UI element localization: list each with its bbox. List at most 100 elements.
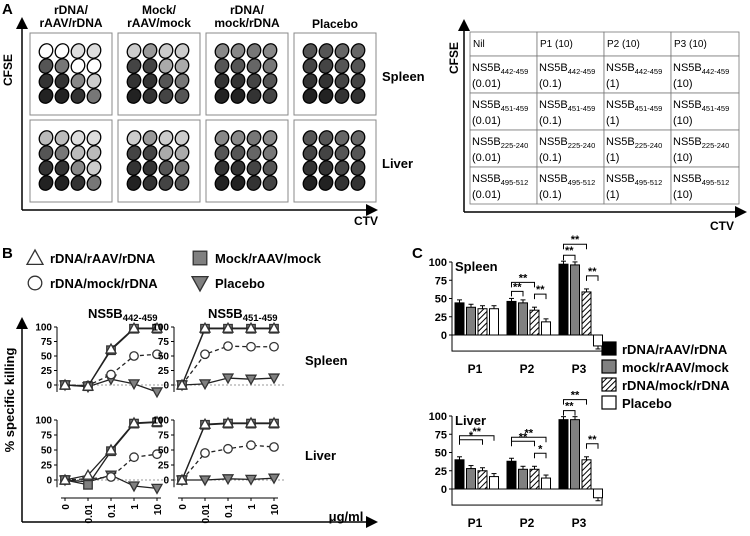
data-point (129, 351, 139, 361)
cell-population (54, 43, 70, 59)
table-cell-concentration: (0.01) (472, 115, 501, 127)
table-cell (536, 92, 605, 131)
y-tick-label: 100 (429, 257, 447, 269)
table-cell-peptide: NS5B442-459 (472, 62, 528, 76)
y-tick-label: 25 (41, 366, 53, 377)
cell-population (214, 145, 230, 161)
table-cell-concentration: (10) (673, 115, 693, 127)
table-cell-peptide: NS5B225-240 (673, 136, 729, 150)
y-tick-label: 0 (441, 330, 447, 342)
peptide-title: NS5B451-459 (208, 306, 278, 324)
data-point (106, 369, 116, 380)
x-axis-label: CTV (354, 214, 378, 228)
significance-bracket (563, 254, 576, 261)
significance-stars: * (469, 430, 474, 442)
y-tick-label: 100 (152, 323, 169, 334)
y-tick-label: 75 (41, 431, 53, 442)
data-point (221, 373, 235, 385)
table-cell-peptide: NS5B442-459 (539, 62, 595, 76)
x-tick-label: 0 (61, 504, 72, 510)
table-cell-peptide: NS5B451-459 (606, 99, 662, 113)
cell-population (38, 43, 54, 59)
cell-population (174, 130, 190, 146)
y-tick-label: 0 (163, 476, 169, 487)
table-cell-concentration: (0.1) (539, 189, 562, 201)
data-point (150, 483, 164, 495)
bottom-box (451, 488, 603, 506)
cell-population (302, 175, 318, 191)
cell-population (38, 73, 54, 89)
table-cell-concentration: (10) (673, 189, 693, 201)
cell-population (142, 43, 158, 59)
cell-population (318, 160, 334, 176)
cell-population (126, 58, 142, 74)
significance-stars: ** (588, 434, 597, 446)
table-y-axis-label: CFSE (447, 42, 461, 74)
significance-stars: ** (571, 234, 580, 246)
legend-label: rDNA/rAAV/rDNA (50, 251, 156, 266)
table-cell-concentration: (0.1) (539, 78, 562, 90)
significance-stars: ** (588, 266, 597, 278)
significance-bracket (586, 275, 599, 281)
cell-population (246, 58, 262, 74)
table-cell-peptide: NS5B495-512 (673, 173, 729, 187)
data-point (244, 474, 258, 486)
legend-label: Placebo (622, 396, 672, 411)
cell-population (334, 88, 350, 104)
cell-population (214, 43, 230, 59)
significance-bracket (511, 436, 547, 443)
x-axis-label: μg/ml (329, 509, 364, 524)
significance-stars: ** (565, 245, 574, 257)
y-tick-label: 75 (158, 431, 170, 442)
data-point (127, 416, 141, 428)
y-tick-label: 25 (158, 366, 170, 377)
y-tick-label: 75 (435, 429, 447, 441)
table-cell-text: Nil (473, 39, 485, 50)
table-cell-peptide: NS5B225-240 (472, 136, 528, 150)
y-tick-label: 0 (441, 484, 447, 496)
x-tick-label: 0.1 (107, 504, 118, 518)
cell-population (158, 88, 174, 104)
bar (489, 308, 499, 336)
table-cell (469, 31, 538, 57)
cell-population (126, 73, 142, 89)
cell-population (142, 130, 158, 146)
table-cell-peptide: NS5B451-459 (539, 99, 595, 113)
data-point (244, 374, 258, 386)
cell-population (158, 73, 174, 89)
bar (518, 468, 528, 490)
cell-population (126, 145, 142, 161)
data-point (58, 473, 72, 485)
cell-population (214, 175, 230, 191)
cell-population (246, 88, 262, 104)
data-point (127, 379, 141, 391)
x-tick-label: 0 (178, 504, 189, 510)
cell-population (246, 43, 262, 59)
cell-population (38, 58, 54, 74)
data-point (83, 479, 93, 490)
bar (570, 419, 580, 490)
cell-population (302, 130, 318, 146)
cell-population (174, 88, 190, 104)
cell-population (230, 145, 246, 161)
cell-population (54, 88, 70, 104)
cell-population (318, 88, 334, 104)
data-point (200, 349, 210, 360)
data-point (127, 481, 141, 493)
y-tick-label: 50 (435, 448, 447, 460)
data-point (267, 321, 281, 333)
cell-population (142, 175, 158, 191)
cell-population (70, 73, 86, 89)
table-cell (603, 55, 672, 94)
bar (454, 302, 465, 336)
cell-population (262, 175, 278, 191)
x-tick-label: 1 (247, 504, 258, 510)
table-cell-concentration: (10) (673, 78, 693, 90)
data-point (104, 443, 118, 455)
cell-population (54, 58, 70, 74)
data-point (223, 443, 233, 454)
cell-population (158, 130, 174, 146)
cell-population (54, 145, 70, 161)
bar (466, 306, 476, 336)
table-cell-peptide: NS5B442-459 (606, 62, 662, 76)
